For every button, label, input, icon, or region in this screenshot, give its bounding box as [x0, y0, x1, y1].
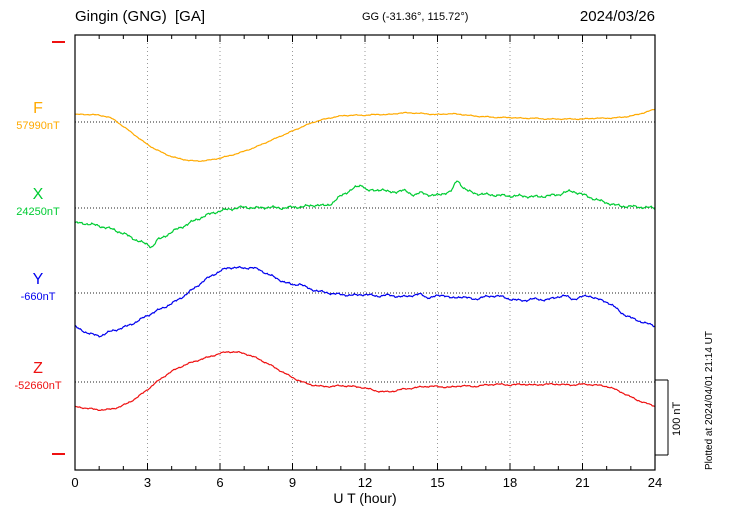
x-tick-label: 3 — [144, 475, 151, 490]
x-tick-label: 12 — [358, 475, 372, 490]
gridlines — [147, 35, 583, 470]
range-marker-top — [52, 41, 65, 43]
plot-frame — [74, 34, 656, 471]
x-axis-label: U T (hour) — [333, 490, 397, 506]
x-tick-label: 6 — [216, 475, 223, 490]
station-coordinates: GG (-31.36°, 115.72°) — [362, 11, 469, 23]
trace-x — [74, 180, 656, 249]
series-name-x: X — [32, 186, 44, 203]
series-name-y: Y — [32, 271, 44, 288]
series-name-z: Z — [33, 360, 43, 377]
axis-ticks — [74, 35, 656, 470]
x-tick-label: 9 — [289, 475, 296, 490]
x-tick-labels: 0 3 6 9 12 15 18 21 24 — [71, 475, 662, 490]
series-label-block-z: Z -52660nT — [6, 360, 70, 393]
series-base-value-y: -660nT — [20, 291, 56, 304]
x-tick-label: 24 — [648, 475, 662, 490]
scale-bar — [655, 379, 669, 456]
series-base-value-x: 24250nT — [16, 206, 60, 219]
x-tick-label: 21 — [575, 475, 589, 490]
station-title: Gingin (GNG) [GA] — [75, 8, 206, 25]
traces — [74, 108, 656, 412]
x-tick-label: 18 — [503, 475, 517, 490]
plotted-timestamp: Plotted at 2024/04/01 21:14 UT — [704, 331, 715, 470]
series-name-f: F — [33, 100, 43, 117]
series-label-block-y: Y -660nT — [6, 271, 70, 304]
series-label-block-x: X 24250nT — [6, 186, 70, 219]
trace-z — [74, 350, 656, 412]
plot-date: 2024/03/26 — [579, 8, 655, 25]
x-tick-label: 15 — [430, 475, 444, 490]
series-label-block-f: F 57990nT — [6, 100, 70, 133]
range-marker-bottom — [52, 453, 65, 455]
trace-f — [74, 108, 656, 163]
trace-y — [74, 265, 656, 338]
scale-bar-label: 100 nT — [671, 401, 683, 437]
series-base-value-f: 57990nT — [16, 120, 60, 133]
x-tick-label: 0 — [71, 475, 78, 490]
baseline-lines — [75, 121, 655, 383]
series-base-value-z: -52660nT — [14, 380, 62, 393]
